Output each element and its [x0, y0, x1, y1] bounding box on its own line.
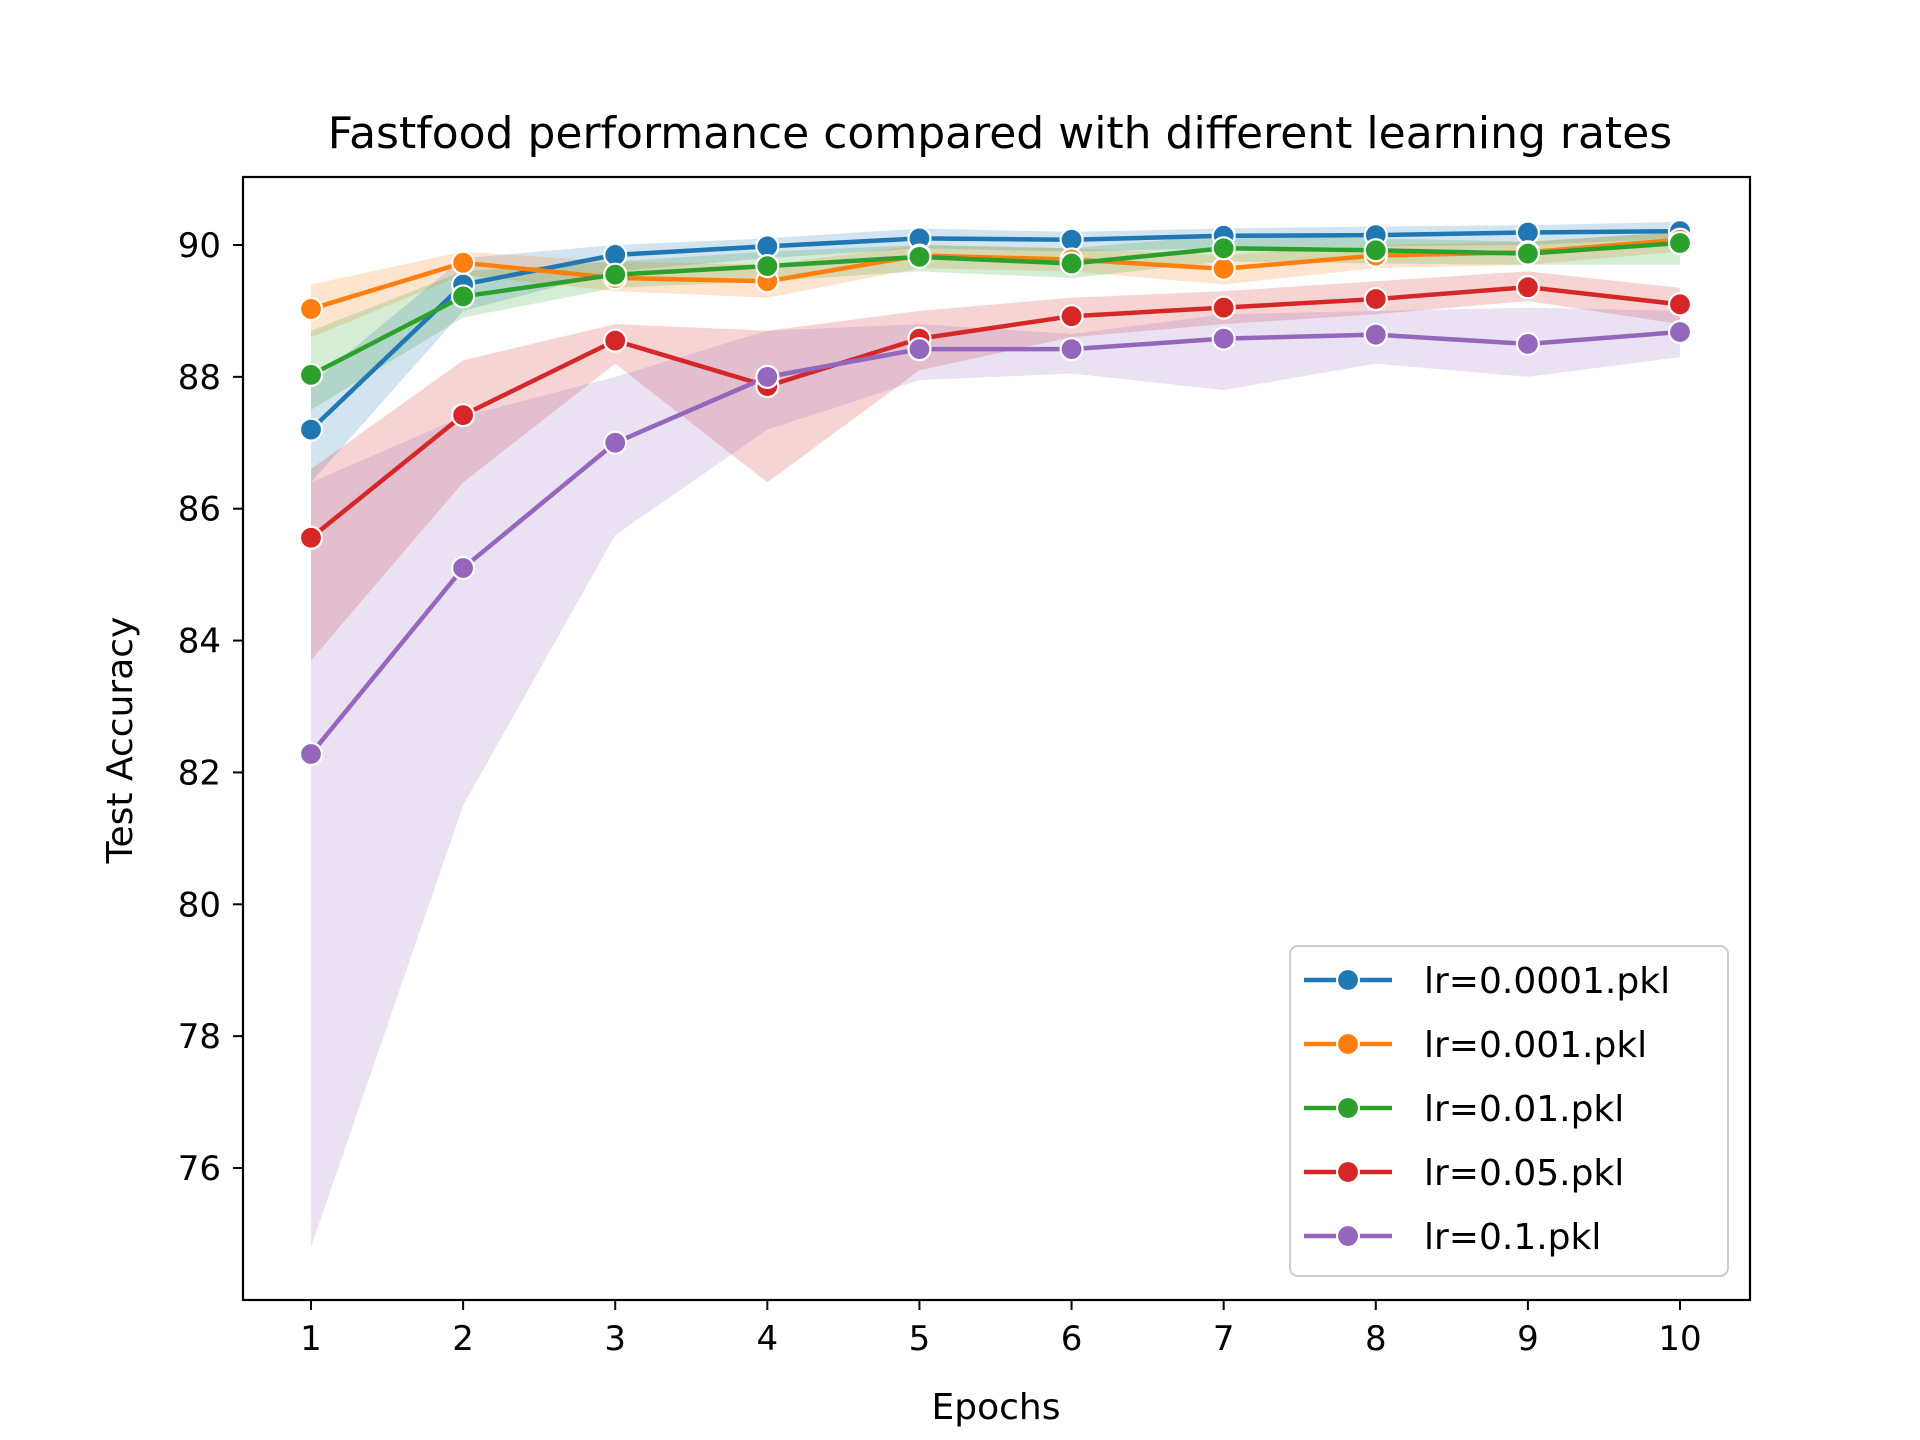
legend-label-3: lr=0.05.pkl [1424, 1153, 1624, 1194]
data-point [1363, 322, 1388, 347]
data-point [907, 337, 932, 362]
x-axis-label: Epochs [932, 1387, 1061, 1428]
x-tick-label: 3 [604, 1319, 626, 1359]
data-point [1211, 236, 1236, 261]
y-tick-label: 80 [178, 885, 221, 925]
data-point [298, 296, 324, 322]
data-point [1363, 286, 1388, 312]
y-tick-label: 76 [178, 1149, 221, 1189]
y-tick-label: 88 [178, 358, 221, 398]
confidence-band-2 [311, 231, 1680, 410]
data-point [1363, 238, 1388, 263]
data-point [298, 362, 324, 387]
legend-marker-1 [1335, 1031, 1361, 1057]
x-tick-label: 7 [1213, 1319, 1235, 1359]
legend-marker-3 [1335, 1159, 1361, 1185]
data-point [603, 430, 628, 455]
x-tick-label: 4 [757, 1319, 779, 1359]
data-point [603, 262, 628, 287]
data-point [1059, 337, 1084, 362]
data-point [451, 250, 476, 275]
legend-box [1289, 945, 1729, 1277]
legend-marker-0 [1335, 967, 1361, 993]
legend: lr=0.0001.pkl lr=0.001.pkl lr=0.01.pkl lr=0… [1289, 945, 1729, 1277]
data-point [1211, 295, 1236, 320]
data-point [1211, 256, 1236, 281]
x-axis-ticks: 1 2 3 4 5 6 7 8 9 10 [300, 1300, 1702, 1359]
legend-label-0: lr=0.0001.pkl [1424, 961, 1670, 1002]
x-tick-label: 9 [1517, 1319, 1539, 1359]
y-tick-label: 78 [178, 1017, 221, 1057]
legend-marker-2 [1335, 1095, 1361, 1121]
y-tick-label: 84 [178, 622, 221, 662]
y-tick-label: 86 [178, 490, 221, 530]
y-tick-label: 82 [178, 753, 221, 793]
series-line-2 [308, 240, 1683, 378]
y-axis-ticks: 76 78 80 82 84 86 88 90 [178, 226, 243, 1189]
data-point [1667, 230, 1693, 256]
data-point [1667, 319, 1693, 345]
x-tick-label: 2 [452, 1319, 474, 1359]
x-tick-label: 5 [909, 1319, 931, 1359]
x-tick-label: 10 [1658, 1319, 1701, 1359]
legend-label-4: lr=0.1.pkl [1424, 1217, 1601, 1258]
data-point [1515, 241, 1540, 266]
data-point [755, 364, 780, 389]
legend-marker-4 [1335, 1223, 1361, 1249]
data-point [1515, 275, 1540, 300]
legend-label-2: lr=0.01.pkl [1424, 1089, 1624, 1130]
y-tick-label: 90 [178, 226, 221, 266]
series-markers [298, 219, 1693, 767]
data-point [1515, 331, 1540, 356]
data-point [1059, 251, 1084, 276]
data-point [298, 525, 324, 550]
plot-frame [241, 175, 1752, 1302]
legend-label-1: lr=0.001.pkl [1424, 1025, 1647, 1066]
series-lines [308, 228, 1683, 757]
data-point [1667, 292, 1693, 317]
y-axis-label: Test Accuracy [100, 617, 141, 865]
x-tick-label: 8 [1365, 1319, 1387, 1359]
data-point [298, 417, 324, 442]
series-line-3 [308, 284, 1683, 540]
data-point [1059, 304, 1084, 329]
chart-title: Fastfood performance compared with diffe… [328, 108, 1672, 159]
data-point [755, 253, 780, 279]
data-point [451, 284, 476, 309]
data-point [451, 555, 476, 581]
confidence-band-3 [311, 271, 1680, 661]
data-point [603, 328, 628, 353]
x-tick-label: 1 [300, 1319, 322, 1359]
data-point [907, 244, 932, 269]
data-point [298, 741, 324, 767]
data-point [451, 402, 476, 428]
series-line-4 [308, 329, 1683, 757]
data-point [1211, 326, 1236, 351]
x-tick-label: 6 [1061, 1319, 1083, 1359]
